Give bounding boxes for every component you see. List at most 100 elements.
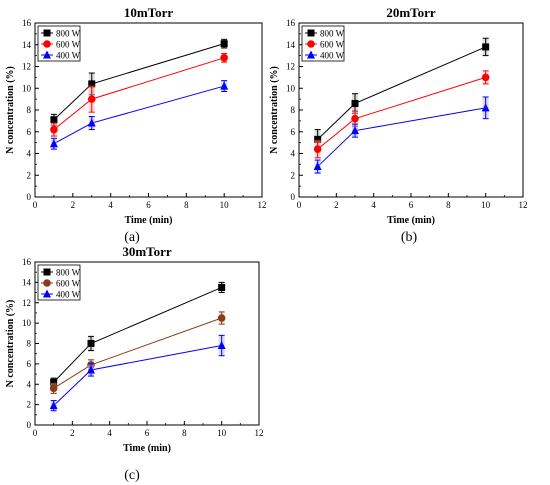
y-tick-label: 16 — [22, 257, 32, 267]
series-line — [53, 345, 222, 407]
legend-marker — [307, 40, 315, 48]
x-tick-label: 10 — [217, 428, 227, 438]
data-point — [217, 314, 226, 322]
series-800w — [314, 37, 490, 150]
legend-label: 400 W — [56, 290, 81, 300]
y-axis-label: N concentration (%) — [269, 66, 280, 154]
legend-marker — [43, 40, 51, 48]
data-point — [220, 40, 228, 48]
y-tick-label: 14 — [22, 277, 32, 287]
legend-label: 800 W — [56, 29, 81, 39]
x-tick-label: 6 — [409, 200, 414, 210]
legend-marker — [43, 50, 51, 59]
series-600w — [313, 70, 490, 159]
y-axis-label: N concentration (%) — [5, 300, 16, 388]
y-tick-label: 8 — [291, 105, 296, 115]
legend-marker — [307, 29, 315, 37]
data-point — [87, 118, 96, 127]
legend-marker — [43, 279, 51, 287]
series-600w — [49, 311, 226, 394]
data-point — [482, 43, 490, 51]
data-point — [217, 341, 226, 350]
legend-label: 400 W — [56, 51, 81, 61]
data-point — [313, 162, 322, 171]
y-tick-label: 14 — [286, 40, 296, 50]
x-tick-label: 10 — [220, 200, 230, 210]
chart-panel-c: 30mTorr 0 2 4 6 8 10 12 0 2 4 6 8 10 12 14 16 Time (min) N… — [5, 244, 264, 454]
x-tick-label: 8 — [182, 428, 187, 438]
x-tick-label: 2 — [71, 200, 76, 210]
y-tick-label: 6 — [291, 127, 296, 137]
panel-caption-c: (c) — [124, 468, 140, 483]
y-tick-label: 8 — [27, 105, 32, 115]
data-point — [220, 81, 229, 90]
x-axis-label: Time (min) — [123, 443, 171, 454]
legend-label: 600 W — [320, 40, 345, 50]
data-point — [351, 126, 359, 135]
x-tick-label: 12 — [258, 200, 267, 210]
x-tick-label: 4 — [371, 200, 376, 210]
x-tick-label: 4 — [108, 200, 113, 210]
legend-label: 600 W — [56, 279, 81, 289]
chart-title: 30mTorr — [122, 244, 172, 259]
data-point — [49, 401, 58, 410]
y-tick-label: 0 — [291, 192, 296, 202]
series-600w — [50, 52, 228, 137]
y-tick-label: 6 — [27, 359, 32, 369]
legend-marker — [43, 268, 51, 276]
y-tick-label: 10 — [286, 83, 296, 93]
panel-caption-a: (a) — [124, 230, 140, 245]
series-line — [317, 76, 486, 150]
series-line — [53, 317, 222, 389]
y-tick-label: 6 — [27, 127, 32, 137]
data-point — [50, 125, 58, 134]
y-tick-label: 2 — [27, 400, 32, 410]
legend-label: 800 W — [56, 268, 81, 278]
x-tick-label: 10 — [481, 200, 491, 210]
chart-panel-a: 10mTorr 0 2 4 6 8 10 12 0 2 4 6 8 10 12 14 16 Time (min) N… — [5, 5, 267, 226]
y-tick-label: 10 — [22, 83, 32, 93]
x-tick-label: 2 — [70, 428, 75, 438]
series-line — [53, 85, 225, 145]
x-axis-label: Time (min) — [387, 215, 435, 226]
y-tick-label: 0 — [27, 192, 32, 202]
y-tick-label: 12 — [22, 298, 31, 308]
x-tick-label: 8 — [446, 200, 451, 210]
data-point — [49, 384, 58, 393]
y-axis-label: N concentration (%) — [5, 66, 16, 154]
data-point — [87, 95, 96, 103]
y-tick-label: 16 — [286, 18, 296, 28]
data-point — [481, 103, 490, 112]
data-point — [87, 365, 95, 374]
y-tick-label: 2 — [291, 170, 296, 180]
x-tick-label: 12 — [519, 200, 528, 210]
x-tick-label: 2 — [334, 200, 339, 210]
y-tick-label: 4 — [27, 149, 32, 159]
data-point — [351, 114, 359, 123]
series-line — [317, 107, 486, 167]
data-point — [313, 145, 322, 153]
x-axis-label: Time (min) — [125, 215, 173, 226]
x-tick-label: 0 — [33, 428, 38, 438]
data-point — [220, 54, 228, 62]
data-point — [50, 116, 58, 124]
y-tick-label: 14 — [22, 40, 32, 50]
legend-label: 400 W — [320, 51, 345, 61]
data-point — [481, 73, 490, 82]
chart-panel-b: 20mTorr 0 2 4 6 8 10 12 0 2 4 6 8 10 12 14 16 Time (min) N… — [269, 5, 528, 226]
x-tick-label: 12 — [255, 428, 264, 438]
y-tick-label: 10 — [22, 318, 32, 328]
y-tick-label: 4 — [27, 379, 32, 389]
data-point — [218, 283, 226, 291]
x-tick-label: 0 — [297, 200, 302, 210]
series-line — [53, 287, 222, 383]
legend-label: 800 W — [320, 29, 345, 39]
legend-marker — [307, 50, 315, 59]
x-tick-label: 6 — [145, 428, 150, 438]
data-point — [49, 139, 58, 148]
y-tick-label: 2 — [27, 170, 32, 180]
